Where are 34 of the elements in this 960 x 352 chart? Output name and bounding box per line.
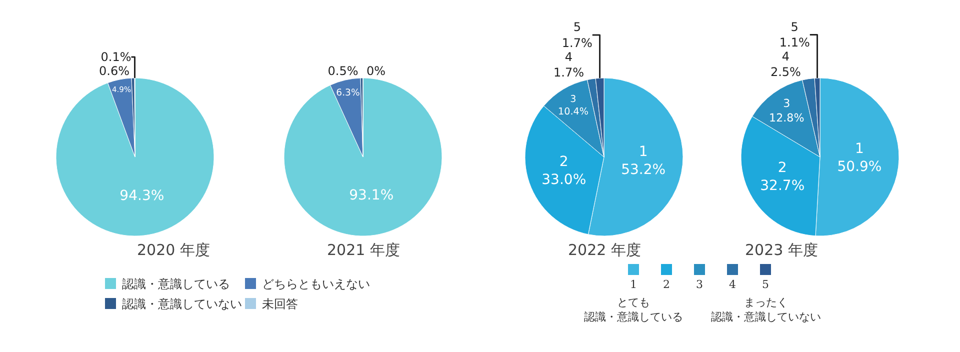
legend-label: 認識・意識している: [122, 277, 230, 291]
text: 2020 年度: [137, 241, 210, 259]
legend-label: 4: [729, 278, 736, 291]
data-label: 1 53.2%: [621, 144, 666, 178]
legend-label: 2: [663, 278, 670, 291]
data-label: 3 10.4%: [558, 94, 588, 118]
data-label: 0.5%: [328, 64, 358, 78]
legend-label: 未回答: [262, 297, 298, 311]
text: 2023 年度: [745, 241, 818, 259]
legend-label: 3: [696, 278, 703, 291]
data-label: 2 33.0%: [542, 154, 586, 188]
data-label: 3 12.8%: [769, 97, 804, 124]
text: 0%: [366, 64, 386, 78]
data-label: 6.3%: [336, 87, 360, 98]
legend-label: 1: [630, 278, 637, 291]
data-label: 93.1%: [349, 188, 394, 204]
pie-slice: [284, 78, 442, 236]
data-label: 2 32.7%: [760, 160, 805, 194]
data-label: 0.1%: [100, 50, 132, 64]
text: 2021 年度: [327, 241, 400, 259]
data-label: 5 1.1%: [779, 20, 810, 50]
data-label: 1 50.9%: [837, 141, 882, 176]
text: まったく認識・意識していない: [711, 296, 821, 324]
text: とても認識・意識している: [584, 296, 683, 324]
data-label: 4 1.7%: [553, 50, 584, 80]
pie-slice: [56, 78, 214, 236]
data-label: 94.3%: [120, 188, 164, 204]
data-label: 4 2.5%: [770, 50, 801, 80]
data-label: 0.6%: [99, 64, 130, 78]
data-label: 5 1.7%: [562, 20, 592, 50]
legend-label: 認識・意識していない: [122, 297, 242, 311]
legend-label: 5: [762, 278, 769, 291]
legend-label: どちらともいえない: [262, 277, 370, 291]
text: 2022 年度: [568, 241, 641, 259]
